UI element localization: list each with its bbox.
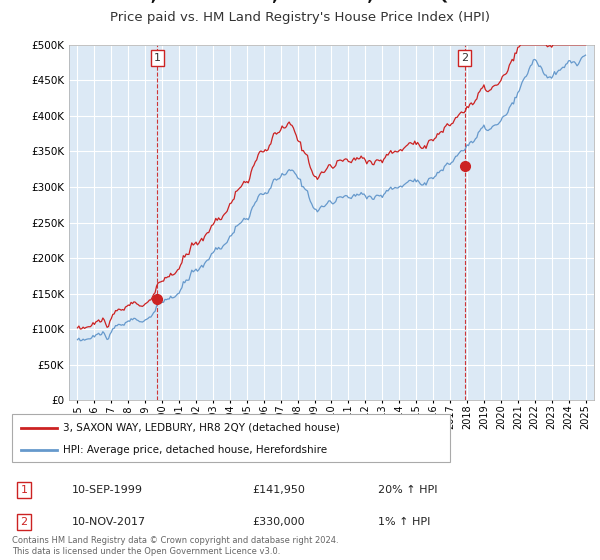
Text: 20% ↑ HPI: 20% ↑ HPI xyxy=(378,485,437,495)
Text: £330,000: £330,000 xyxy=(252,517,305,527)
Text: 3, SAXON WAY, LEDBURY, HR8 2QY (detached house): 3, SAXON WAY, LEDBURY, HR8 2QY (detached… xyxy=(63,423,340,433)
Text: HPI: Average price, detached house, Herefordshire: HPI: Average price, detached house, Here… xyxy=(63,445,327,455)
Text: 10-SEP-1999: 10-SEP-1999 xyxy=(72,485,143,495)
Text: £141,950: £141,950 xyxy=(252,485,305,495)
Text: 1: 1 xyxy=(20,485,28,495)
Text: Price paid vs. HM Land Registry's House Price Index (HPI): Price paid vs. HM Land Registry's House … xyxy=(110,11,490,24)
Text: 3, SAXON WAY, LEDBURY, HR8 2QY: 3, SAXON WAY, LEDBURY, HR8 2QY xyxy=(139,0,461,4)
Text: 2: 2 xyxy=(20,517,28,527)
Text: 1% ↑ HPI: 1% ↑ HPI xyxy=(378,517,430,527)
Text: Contains HM Land Registry data © Crown copyright and database right 2024.
This d: Contains HM Land Registry data © Crown c… xyxy=(12,536,338,556)
Text: 1: 1 xyxy=(154,53,161,63)
Text: 2: 2 xyxy=(461,53,469,63)
Text: 10-NOV-2017: 10-NOV-2017 xyxy=(72,517,146,527)
